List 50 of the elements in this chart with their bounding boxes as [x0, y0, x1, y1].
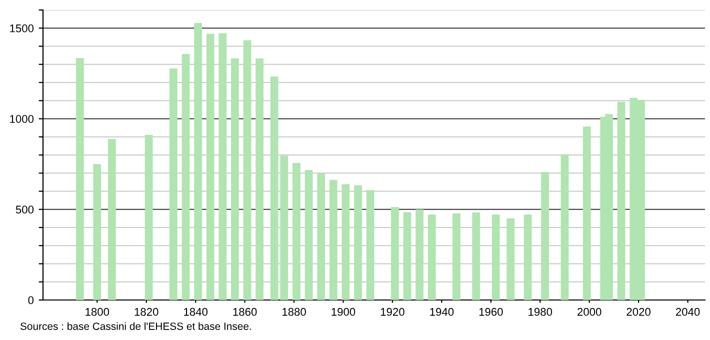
bar: [617, 102, 626, 300]
bar: [93, 164, 102, 300]
source-note: Sources : base Cassini de l'EHESS et base Insee.: [20, 322, 251, 330]
bar: [256, 58, 264, 300]
y-tick-label: 500: [16, 206, 34, 214]
x-tick-label: 1880: [282, 308, 306, 316]
y-tick-label: 0: [28, 296, 34, 304]
x-tick-label: 2040: [676, 308, 700, 316]
x-tick-label: 1980: [528, 308, 552, 316]
bar: [354, 185, 362, 300]
x-tick-label: 1820: [134, 308, 158, 316]
x-tick-label: 2020: [626, 308, 650, 316]
bar: [560, 154, 569, 300]
bar: [292, 162, 300, 300]
bar: [524, 214, 532, 300]
x-tick-label: 1800: [86, 308, 110, 316]
bar: [76, 58, 84, 300]
x-tick-label: 1900: [332, 308, 356, 316]
x-tick-label: 1860: [233, 308, 257, 316]
bar: [243, 40, 252, 300]
bar: [169, 68, 178, 300]
bar: [506, 218, 515, 300]
bar: [218, 33, 227, 300]
bar: [366, 190, 374, 300]
bar: [182, 54, 190, 300]
bar: [452, 213, 460, 300]
bar: [428, 214, 436, 300]
bar: [541, 172, 549, 300]
bar: [206, 34, 214, 300]
x-tick-label: 1920: [380, 308, 404, 316]
x-tick-label: 1940: [430, 308, 454, 316]
bar: [582, 126, 591, 300]
bar: [144, 134, 153, 300]
bar: [231, 58, 239, 300]
x-tick-label: 1960: [479, 308, 503, 316]
bar: [403, 212, 412, 300]
bar: [390, 207, 399, 300]
bar: [342, 184, 350, 300]
bar: [492, 214, 500, 300]
x-tick-label: 1840: [184, 308, 208, 316]
bar: [329, 180, 338, 300]
bar: [108, 138, 116, 300]
bar: [317, 173, 326, 300]
bar: [304, 170, 313, 300]
bar: [194, 23, 202, 300]
bar: [472, 212, 480, 300]
bar: [416, 209, 424, 300]
y-tick-label: 1500: [10, 24, 34, 32]
y-tick-label: 1000: [10, 115, 34, 123]
x-tick-label: 2000: [578, 308, 602, 316]
